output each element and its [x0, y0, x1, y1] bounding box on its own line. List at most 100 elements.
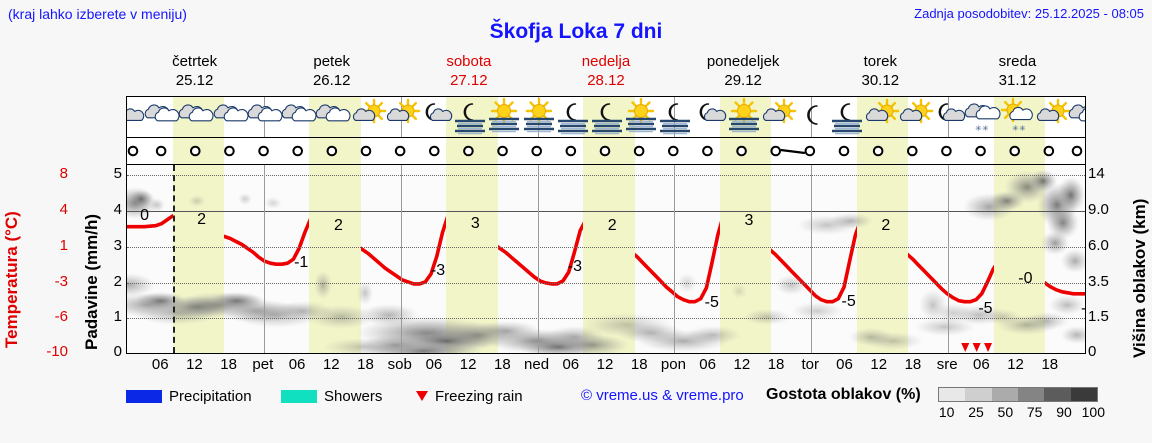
menu-hint-text: (kraj lahko izberete v meniju) — [8, 6, 187, 22]
wind-calm-icon — [127, 145, 139, 157]
legend-freezing-rain-label: Freezing rain — [435, 387, 523, 405]
day-date: 29.12 — [724, 72, 762, 89]
wind-calm-icon — [463, 145, 474, 157]
x-tick-label: 18 — [767, 356, 785, 373]
x-tick-label: ned — [524, 356, 550, 373]
cloud-icon — [245, 97, 285, 137]
legend-precipitation-label: Precipitation — [169, 387, 252, 405]
x-tick-label: pon — [660, 356, 686, 373]
cloud-density-scale-ticks: 10 25 50 75 90 100 — [932, 404, 1108, 420]
showers-swatch — [281, 389, 317, 403]
x-tick-label: pet — [252, 356, 274, 373]
day-name: sobota — [446, 53, 492, 70]
x-tick-label: sre — [936, 356, 958, 373]
x-tick-label: 18 — [357, 356, 374, 373]
cloud-height-tick: 6.0 — [1088, 236, 1109, 254]
wind-calm-icon — [531, 145, 543, 157]
temperature-value-label: 0 — [140, 206, 149, 224]
x-tick-label: 06 — [699, 356, 716, 373]
x-tick-label: 12 — [733, 356, 751, 373]
wind-calm-icon — [804, 145, 816, 157]
wind-calm-icon — [155, 145, 167, 157]
sun-fog-icon — [724, 97, 764, 137]
x-tick-label: 18 — [494, 356, 511, 373]
wind-calm-icon — [497, 145, 508, 157]
vertical-gridline — [811, 165, 813, 353]
x-tick-label: 06 — [425, 356, 443, 373]
temperature-value-label: 2 — [881, 216, 891, 234]
day-date: 30.12 — [861, 72, 900, 89]
cloud-density-scale-bar — [938, 387, 1098, 402]
day-date: 26.12 — [312, 72, 351, 89]
chart-legend: Precipitation Showers Freezing rain © vr… — [126, 386, 1146, 426]
x-tick-label: tor — [801, 356, 820, 373]
moon-fog-icon — [587, 97, 627, 137]
sun-cloud-icon — [348, 97, 388, 137]
x-tick-label: 12 — [459, 356, 477, 373]
precipitation-tick: 1 — [113, 308, 122, 326]
cloud-icon — [142, 97, 182, 137]
moon-cloud-icon — [127, 97, 148, 137]
x-tick-label: sob — [387, 356, 412, 373]
svg-text:✳: ✳ — [975, 124, 982, 133]
wind-calm-icon — [326, 145, 338, 157]
day-name: ponedeljek — [706, 53, 780, 70]
x-tick-label: 12 — [186, 356, 203, 373]
density-step-75 — [1017, 388, 1045, 401]
day-header-5: ponedeljek 29.12 — [675, 52, 812, 92]
moon-icon — [792, 97, 832, 137]
cloud-icon — [279, 97, 319, 137]
x-tick-label: 18 — [1041, 356, 1059, 373]
x-tick-label: 18 — [904, 356, 922, 373]
temperature-value-label: 2 — [333, 216, 343, 234]
temperature-axis-title: Temperatura (°C) — [2, 211, 21, 348]
moon-fog-icon — [827, 97, 867, 137]
wind-calm-icon — [667, 145, 679, 157]
x-tick-label: 12 — [322, 356, 340, 373]
day-header-7: sreda 31.12 — [949, 52, 1086, 92]
temperature-value-label: 2 — [197, 210, 207, 228]
horizontal-gridline — [127, 175, 1085, 177]
temperature-value-label: 3 — [470, 214, 480, 232]
x-tick-label: 18 — [630, 356, 648, 373]
moon-fog-icon — [553, 97, 593, 137]
wind-calm-icon — [941, 145, 952, 157]
day-header-3: sobota 27.12 — [400, 52, 537, 92]
wind-calm-icon — [838, 145, 850, 157]
precipitation-swatch — [126, 389, 162, 403]
temperature-tick: -10 — [46, 343, 68, 360]
cloud-height-tick: 9.0 — [1088, 201, 1109, 219]
horizontal-gridline — [127, 353, 1085, 354]
freezing-rain-icon — [416, 391, 428, 401]
moon-fog-icon — [450, 97, 490, 137]
precipitation-tick: 3 — [113, 236, 122, 254]
wind-calm-icon — [394, 145, 406, 157]
sun-cloud-icon — [1032, 97, 1072, 137]
wind-calm-icon — [907, 145, 918, 157]
temperature-value-label: -4 — [1081, 299, 1086, 317]
density-tick: 75 — [1026, 404, 1043, 420]
temperature-tick: -6 — [54, 308, 68, 326]
density-step-90 — [1044, 388, 1071, 401]
day-name: četrtek — [172, 53, 218, 70]
wind-calm-icon — [1071, 145, 1083, 157]
vertical-gridline — [537, 165, 539, 353]
horizontal-gridline — [127, 246, 1085, 248]
x-tick-label: 12 — [596, 356, 614, 373]
horizontal-gridline — [127, 282, 1085, 284]
cloud-height-tick: 1.5 — [1088, 308, 1109, 326]
day-name: torek — [863, 53, 897, 70]
density-tick: 50 — [997, 404, 1014, 420]
precipitation-tick: 2 — [113, 272, 122, 290]
wind-calm-icon — [633, 145, 645, 157]
cloud-height-axis-title: Višina oblakov (km) — [1130, 198, 1149, 358]
precipitation-tick: 5 — [113, 165, 122, 183]
density-step-100 — [1070, 388, 1097, 401]
density-step-10 — [939, 388, 966, 401]
sun-fog-icon — [484, 97, 524, 137]
temperature-tick: -3 — [54, 272, 68, 290]
x-tick-label: 12 — [1007, 356, 1024, 373]
cloud-height-tick: 0 — [1088, 343, 1097, 360]
legend-freezing-rain: Freezing rain — [416, 386, 523, 406]
day-date: 25.12 — [175, 72, 214, 89]
